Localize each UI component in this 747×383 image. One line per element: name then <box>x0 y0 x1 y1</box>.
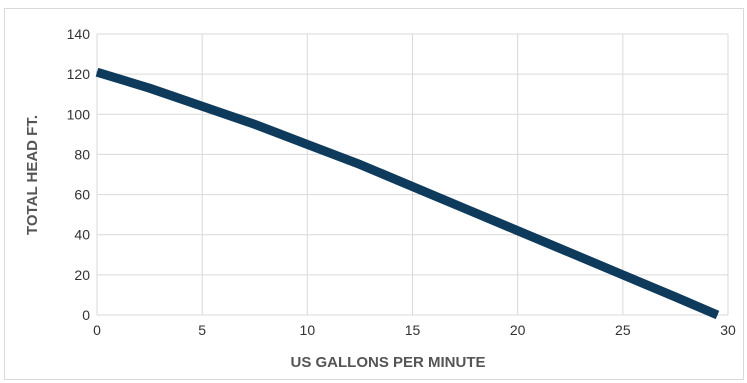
y-tick-label: 100 <box>67 106 91 122</box>
data-point <box>674 296 676 298</box>
x-tick-label: 10 <box>300 322 316 338</box>
grid-layer <box>96 33 729 316</box>
data-point <box>569 252 571 254</box>
data-point <box>306 143 308 145</box>
data-point <box>254 123 256 125</box>
y-tick-label: 120 <box>67 66 91 82</box>
chart-frame <box>4 8 744 380</box>
x-tick-label: 25 <box>615 322 631 338</box>
x-tick-label: 20 <box>510 322 526 338</box>
data-point <box>201 105 203 107</box>
x-axis-title: US GALLONS PER MINUTE <box>290 354 485 371</box>
y-tick-label: 60 <box>74 187 90 203</box>
data-point <box>96 71 98 73</box>
y-tick-label: 0 <box>82 307 90 323</box>
y-tick-label: 20 <box>74 267 90 283</box>
data-point <box>149 87 151 89</box>
data-point <box>359 163 361 165</box>
y-tick-label: 140 <box>67 26 91 42</box>
y-tick-label: 40 <box>74 227 90 243</box>
tick-layer: 0 5 10 15 20 25 30 0 20 40 60 80 100 120 140 <box>67 26 736 338</box>
x-tick-label: 5 <box>198 322 206 338</box>
series-line <box>95 67 720 320</box>
data-point <box>464 208 466 210</box>
series-layer <box>95 67 720 320</box>
x-tick-label: 15 <box>405 322 421 338</box>
data-point <box>412 186 413 188</box>
x-tick-label: 30 <box>720 322 736 338</box>
data-point <box>517 230 519 232</box>
data-point <box>716 314 718 316</box>
y-axis-title: TOTAL HEAD FT. <box>24 115 41 235</box>
data-point <box>622 274 624 276</box>
y-tick-label: 80 <box>74 146 90 162</box>
x-tick-label: 0 <box>93 322 101 338</box>
